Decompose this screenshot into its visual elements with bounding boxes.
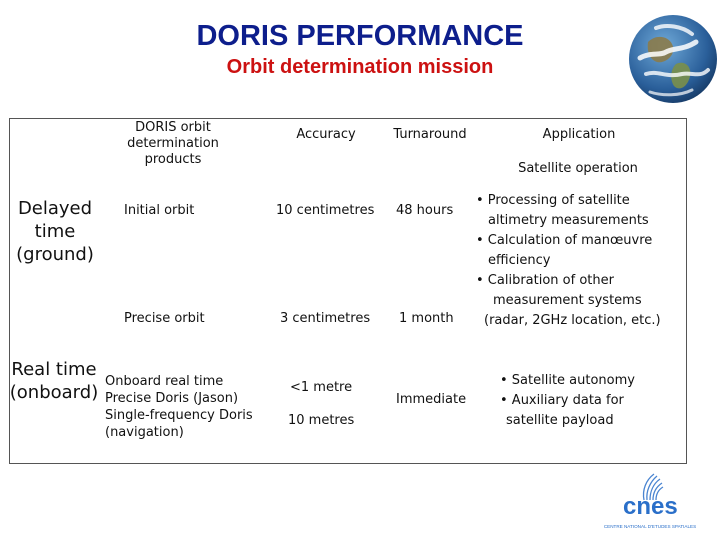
initial-orbit-accuracy: 10 centimetres <box>276 203 375 218</box>
list-item: Single-frequency Doris <box>105 408 253 423</box>
column-header-products: DORIS orbit determination products <box>127 120 219 167</box>
list-item: • Calibration of other <box>476 273 614 288</box>
list-item: Precise Doris (Jason) <box>105 391 239 406</box>
realtime-accuracy-2: 10 metres <box>288 413 355 428</box>
delayed-application-list: • Processing of satellite altimetry meas… <box>476 191 688 331</box>
list-item: efficiency <box>488 253 551 268</box>
logo-text: cnes <box>623 493 678 520</box>
list-item: satellite payload <box>506 413 614 428</box>
initial-orbit-product: Initial orbit <box>124 203 195 218</box>
list-item: • Satellite autonomy <box>500 373 635 388</box>
column-header-accuracy: Accuracy <box>296 127 356 142</box>
list-item: • Auxiliary data for <box>500 393 624 408</box>
list-item: • Processing of satellite <box>476 193 630 208</box>
list-item: altimetry measurements <box>488 213 649 228</box>
earth-globe-icon <box>629 15 717 103</box>
cnes-logo: cnes CENTRE NATIONAL D'ETUDES SPATIALES <box>590 470 710 532</box>
list-item: (radar, 2GHz location, etc.) <box>484 313 661 328</box>
column-header-turnaround: Turnaround <box>393 127 467 142</box>
list-item: • Calculation of manœuvre <box>476 233 653 248</box>
list-item: measurement systems <box>493 293 642 308</box>
initial-orbit-turnaround: 48 hours <box>396 203 454 218</box>
cnes-logo-icon: cnes CENTRE NATIONAL D'ETUDES SPATIALES <box>604 473 696 529</box>
list-item: Onboard real time <box>105 374 224 389</box>
logo-tagline: CENTRE NATIONAL D'ETUDES SPATIALES <box>604 524 696 529</box>
realtime-application-list: • Satellite autonomy • Auxiliary data fo… <box>500 371 670 431</box>
performance-table <box>9 118 687 464</box>
column-header-application: Application <box>542 127 616 142</box>
precise-orbit-turnaround: 1 month <box>399 311 454 326</box>
precise-orbit-accuracy: 3 centimetres <box>280 311 371 326</box>
page-title: DORIS PERFORMANCE <box>196 20 524 52</box>
realtime-products-list: Onboard real time Precise Doris (Jason) … <box>105 373 253 441</box>
page-subtitle: Orbit determination mission <box>226 56 494 78</box>
row-label-delayed-time: Delayed time (ground) <box>16 198 94 265</box>
realtime-accuracy-1: <1 metre <box>290 380 353 395</box>
row-label-real-time: Real time (onboard) <box>9 359 99 403</box>
column-subheader-satellite-operation: Satellite operation <box>518 161 638 176</box>
realtime-turnaround: Immediate <box>396 392 467 407</box>
precise-orbit-product: Precise orbit <box>124 311 205 326</box>
list-item: (navigation) <box>105 425 184 440</box>
